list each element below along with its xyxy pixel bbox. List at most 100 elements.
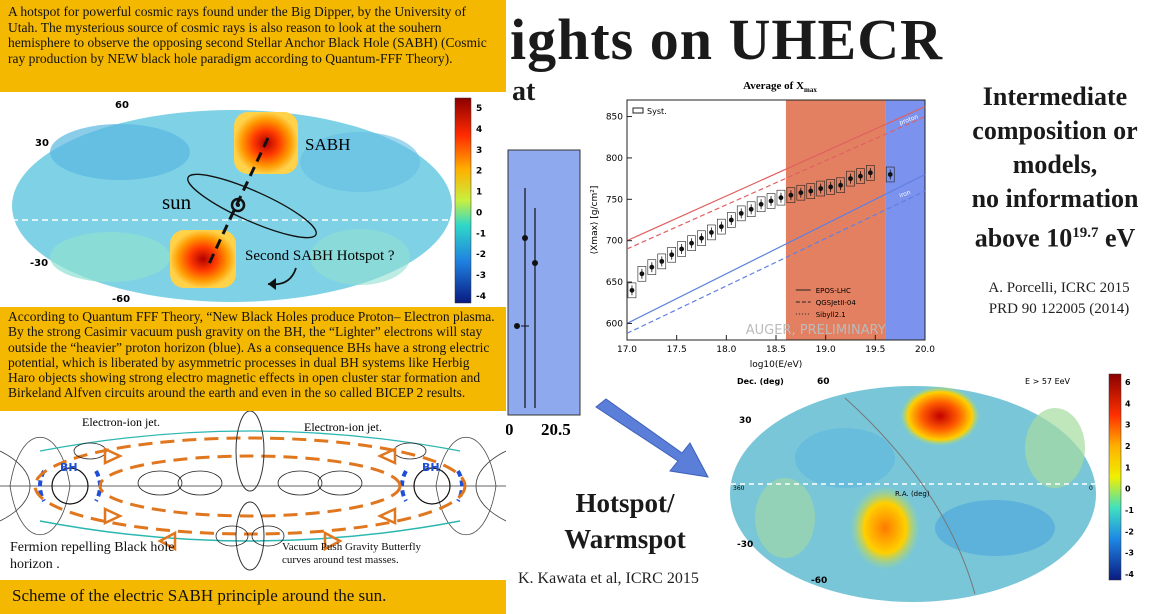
data-point	[718, 224, 724, 230]
data-point	[808, 188, 814, 194]
y-tick-label: 700	[606, 237, 623, 247]
sun-label: sun	[162, 190, 192, 214]
jet-right-label: Electron-ion jet.	[304, 420, 382, 434]
syst-box	[717, 218, 726, 235]
intermediate-line-5: above 1019.7 eV	[955, 216, 1155, 256]
colorbar-tick: -3	[476, 271, 486, 281]
slide-title: ights on UHECR	[510, 7, 943, 72]
jet-left-label: Electron-ion jet.	[82, 415, 160, 429]
intermediate-line-4: no information	[971, 184, 1139, 213]
colorbar-tick: 3	[1125, 421, 1131, 430]
shaded-region	[785, 100, 886, 340]
skymap-right-dec-m30: -30	[737, 540, 753, 550]
skymap-left-dec-60: 60	[115, 100, 129, 111]
syst-box	[796, 184, 806, 201]
skymap-left-dec-30: 30	[35, 138, 49, 149]
skymap-right-dec-m60: -60	[811, 576, 827, 586]
citation-porcelli-line-2: PRD 90 122005 (2014)	[988, 301, 1130, 317]
colorbar-tick: 4	[1125, 399, 1131, 408]
y-tick-label: 850	[606, 113, 623, 123]
data-point	[679, 246, 685, 252]
data-point	[828, 184, 834, 190]
bh-diagram: Electron-ion jet. Electron-ion jet. BH B…	[0, 411, 506, 580]
syst-box	[826, 179, 835, 195]
skymap-right-ra-label: R.A. (deg)	[895, 490, 930, 498]
data-point	[728, 217, 734, 223]
y-tick-label: 650	[606, 278, 623, 288]
x-tick-label: 19.5	[865, 345, 885, 355]
syst-box	[776, 189, 786, 206]
data-point	[858, 173, 863, 179]
syst-box	[766, 193, 776, 209]
data-point	[848, 176, 853, 182]
y-tick-label: 800	[606, 154, 623, 164]
skymap-left-dec-m60: -60	[112, 294, 130, 305]
data-point	[738, 210, 744, 216]
sabh-label: SABH	[305, 135, 350, 154]
legend-model: Sibyll2.1	[816, 311, 846, 319]
data-point	[709, 230, 714, 235]
syst-box	[687, 235, 696, 251]
data-point	[798, 190, 804, 196]
data-point	[748, 206, 754, 212]
bh-left-label: BH	[60, 461, 78, 474]
syst-box	[697, 230, 706, 246]
colorbar-tick: 5	[476, 104, 482, 114]
syst-box	[885, 166, 895, 183]
second-sabh-label: Second SABH Hotspot ?	[245, 248, 395, 264]
syst-box	[667, 247, 676, 263]
overlay-top-textbox: A hotspot for powerful cosmic rays found…	[0, 0, 506, 92]
colorbar-tick: -4	[476, 292, 486, 302]
colorbar-tick: -4	[1125, 570, 1134, 579]
skymap-right-ra-left: 360	[733, 485, 745, 492]
chart-title: Average of Xmax	[743, 80, 817, 94]
syst-box	[647, 259, 657, 275]
skymap-right-dec-30: 30	[739, 416, 752, 426]
y-tick-label: 750	[606, 195, 623, 205]
data-point	[838, 182, 843, 188]
partial-axis-label: 20.5	[541, 420, 571, 438]
syst-box	[727, 212, 736, 228]
data-point	[818, 186, 824, 191]
citation-kawata: K. Kawata et al, ICRC 2015	[518, 570, 699, 587]
syst-box	[846, 170, 855, 187]
syst-box	[836, 177, 845, 193]
data-point	[639, 271, 645, 277]
x-tick-label: 19.0	[816, 345, 836, 355]
skymap-right-dec-header: Dec. (deg)	[737, 377, 784, 386]
intermediate-unit: eV	[1098, 223, 1136, 253]
model-line	[626, 106, 926, 242]
legend-model: QGSJetII-04	[816, 299, 857, 307]
syst-box	[746, 201, 756, 217]
syst-box	[866, 165, 875, 181]
y-axis-label: ⟨Xmax⟩ [g/cm²]	[590, 186, 600, 255]
colorbar-tick: -3	[1125, 549, 1134, 558]
syst-box	[786, 187, 796, 203]
skymap-right-dec-60: 60	[817, 377, 830, 387]
hotspot-heading: Hotspot/ Warmspot	[540, 485, 710, 557]
data-point	[867, 170, 873, 176]
chart-watermark: AUGER, PRELIMINARY	[746, 323, 886, 338]
x-tick-label: 17.0	[617, 345, 637, 355]
syst-box	[677, 241, 686, 257]
data-point	[689, 240, 694, 246]
colorbar-tick: 2	[476, 167, 482, 177]
overlay-bottom-textbox: Scheme of the electric SABH principle ar…	[0, 580, 506, 614]
legend-model: EPOS-LHC	[816, 287, 851, 295]
skymap-right-ra-right: 0	[1089, 485, 1093, 492]
hotspot-line-1: Hotspot/	[575, 488, 675, 518]
fermion-label: Fermion repelling Black hole horizon .	[10, 540, 175, 572]
overlay-bottom-text: Scheme of the electric SABH principle ar…	[12, 586, 387, 605]
overlay-top-text: A hotspot for powerful cosmic rays found…	[8, 4, 487, 66]
colorbar-tick: -2	[1125, 527, 1134, 536]
x-tick-label: 17.5	[667, 345, 687, 355]
bh-right-label: BH	[422, 461, 440, 474]
syst-box	[806, 183, 816, 199]
colorbar-tick: 6	[1125, 378, 1131, 387]
colorbar-tick: 3	[476, 146, 482, 156]
skymap-right-energy: E > 57 EeV	[1025, 377, 1071, 386]
citation-porcelli: A. Porcelli, ICRC 2015 PRD 90 122005 (20…	[960, 278, 1158, 320]
xmax-chart: Average of Xmax 17.0 17.5 18.0 18.5 19.0 19.5…	[585, 72, 955, 372]
syst-box	[627, 282, 637, 299]
data-point	[887, 172, 893, 177]
